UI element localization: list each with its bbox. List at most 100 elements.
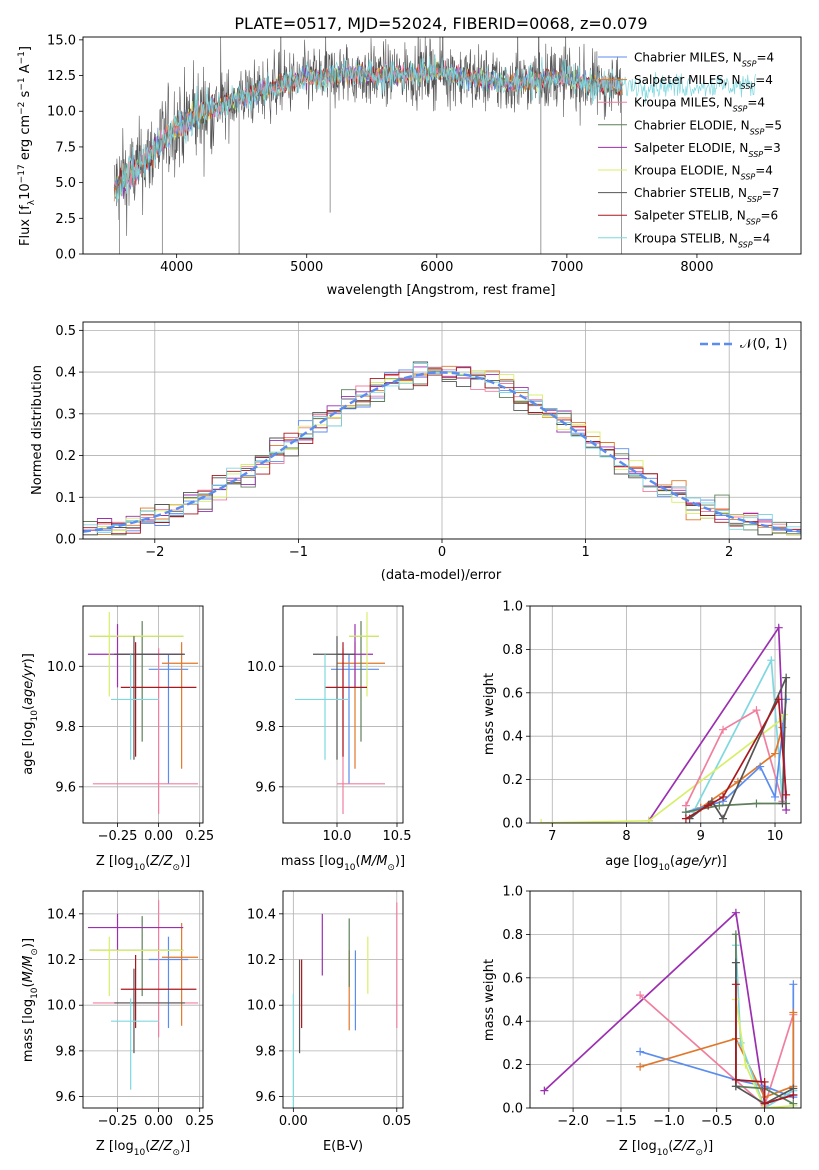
axes-frame	[282, 890, 404, 1109]
errorbar-chabrier-elodie	[349, 621, 379, 742]
x-tick-label: 0	[438, 545, 446, 560]
weight-marker	[752, 706, 761, 715]
weight-marker	[789, 1008, 798, 1017]
y-tick-label: 0.0	[55, 248, 76, 263]
x-tick-label: 0.0	[754, 1114, 775, 1129]
y-tick-label: 0.4	[55, 366, 76, 381]
errorbar-chabrier-elodie	[89, 621, 184, 742]
axes-residuals: −2 −1 0 1 2 0.0 0.1 0.2 0.3 0.4 0.5 (data-model)/er…	[30, 321, 802, 583]
x-tick-label: 8	[622, 829, 630, 844]
weight-marker	[731, 980, 740, 989]
weight-marker	[715, 801, 724, 810]
x-tick-label: 0.00	[144, 1114, 173, 1129]
axes-mass_vs_ebv: 0.00 0.05 9.6 9.8 10.0 10.2 10.4 E(B-V)	[247, 890, 411, 1154]
weight-marker	[782, 673, 791, 682]
errorbar-kroupa-elodie	[89, 612, 184, 697]
y-axis-label: mass [log10(M/M⊙)]	[21, 938, 40, 1062]
weight-marker	[771, 749, 780, 758]
x-tick-label: −0.25	[98, 829, 138, 844]
y-tick-label: 9.8	[255, 720, 276, 735]
weight-marker	[731, 930, 740, 939]
plot-area	[113, 37, 756, 254]
y-tick-label: 15.0	[47, 33, 76, 48]
weight-marker	[771, 792, 780, 801]
errorbar-kroupa-elodie	[349, 612, 379, 697]
x-tick-label: −2	[145, 545, 164, 560]
axes-age_vs_Z: −0.25 0.00 0.25 9.6 9.8 10.0 Z [log10(Z/Z⊙)] ag…	[21, 605, 214, 873]
weight-marker	[731, 958, 740, 967]
plot-area	[283, 606, 403, 823]
axes-frame	[82, 36, 802, 255]
y-tick-label: 0.2	[502, 1058, 523, 1073]
legend-label: Kroupa MILES, NSSP=4	[634, 96, 765, 114]
y-tick-label: 10.0	[47, 660, 76, 675]
weight-marker	[767, 656, 776, 665]
plot-area	[83, 322, 801, 539]
weight-marker	[782, 790, 791, 799]
y-tick-label: 10.0	[47, 999, 76, 1014]
weight-marker	[789, 1090, 798, 1099]
weight-marker	[756, 762, 765, 771]
axes-frame	[282, 605, 404, 824]
y-tick-label: 9.6	[255, 1090, 276, 1105]
x-tick-label: −0.25	[98, 1114, 138, 1129]
errorbar-salpeter-miles	[161, 642, 199, 769]
x-tick-label: −2.0	[557, 1114, 589, 1129]
weight-marker	[636, 1047, 645, 1056]
plot-area	[83, 606, 203, 823]
x-tick-label: 7	[548, 829, 556, 844]
y-tick-label: 0.8	[502, 643, 523, 658]
y-tick-label: 0.0	[502, 817, 523, 832]
y-tick-label: 0.0	[55, 533, 76, 548]
y-tick-label: 9.8	[55, 1044, 76, 1059]
axes-age_vs_mass: 10.0 10.5 9.6 9.8 10.0 mass [log10(M/M⊙)]	[247, 605, 411, 873]
weight-marker	[778, 799, 787, 808]
legend-label: Chabrier STELIB, NSSP=7	[634, 186, 779, 204]
x-axis-label: age [log10(age/yr)]	[605, 854, 727, 873]
errorbar-chabrier-stelib	[114, 968, 185, 1054]
weight-marker	[540, 1086, 549, 1095]
y-axis-label: Normed distribution	[30, 365, 45, 495]
weight-marker	[774, 623, 783, 632]
weight-line-kroupa-elodie	[541, 714, 785, 823]
normal-curve	[83, 371, 801, 533]
y-axis-label: age [log10(age/yr)]	[21, 653, 40, 775]
y-tick-label: 7.5	[55, 140, 76, 155]
y-tick-label: 0.6	[502, 686, 523, 701]
y-tick-label: 9.8	[255, 1044, 276, 1059]
x-tick-label: 0.00	[144, 829, 173, 844]
figure-title: PLATE=0517, MJD=52024, FIBERID=0068, z=0…	[234, 14, 647, 33]
weight-marker	[736, 1038, 745, 1047]
x-axis-label: wavelength [Angstrom, rest frame]	[327, 283, 556, 298]
y-tick-label: 10.4	[47, 907, 76, 922]
spectrum-line-kroupa-stelib	[113, 54, 756, 203]
legend-label: Salpeter MILES, NSSP=4	[634, 73, 773, 91]
legend-label: Chabrier ELODIE, NSSP=5	[634, 118, 782, 136]
y-tick-label: 5.0	[55, 176, 76, 191]
weight-marker	[719, 814, 728, 823]
errorbar-chabrier-stelib	[313, 636, 355, 760]
plot-area	[530, 891, 801, 1108]
plot-area	[83, 891, 203, 1108]
x-axis-label: Z [log10(Z/Z⊙)]	[619, 1139, 713, 1158]
y-tick-label: 10.2	[247, 953, 276, 968]
axes-weight_vs_age: 7 8 9 10 0.0 0.2 0.4 0.6 0.8 1.0 age [log10(age/yr…	[482, 600, 802, 873]
x-axis-label: Z [log10(Z/Z⊙)]	[96, 1139, 190, 1158]
weight-marker	[704, 801, 713, 810]
y-tick-label: 0.1	[55, 491, 76, 506]
axes-frame	[82, 890, 204, 1109]
y-tick-label: 0.2	[55, 449, 76, 464]
y-axis-label: mass weight	[482, 959, 497, 1041]
y-tick-label: 1.0	[502, 600, 523, 615]
y-tick-label: 9.6	[255, 780, 276, 795]
x-tick-label: 2	[725, 545, 733, 560]
x-tick-label: −0.5	[701, 1114, 733, 1129]
axes-weight_vs_Z: −2.0 −1.5 −1.0 −0.5 0.0 0.0 0.2 0.4 0.6 0.8 1.0 Z […	[482, 885, 802, 1158]
weight-marker	[760, 1099, 769, 1108]
y-tick-label: 10.0	[47, 105, 76, 120]
weight-marker	[731, 1075, 740, 1084]
y-tick-label: 0.3	[55, 407, 76, 422]
plot-area	[283, 891, 403, 1108]
x-axis-label: Z [log10(Z/Z⊙)]	[96, 854, 190, 873]
